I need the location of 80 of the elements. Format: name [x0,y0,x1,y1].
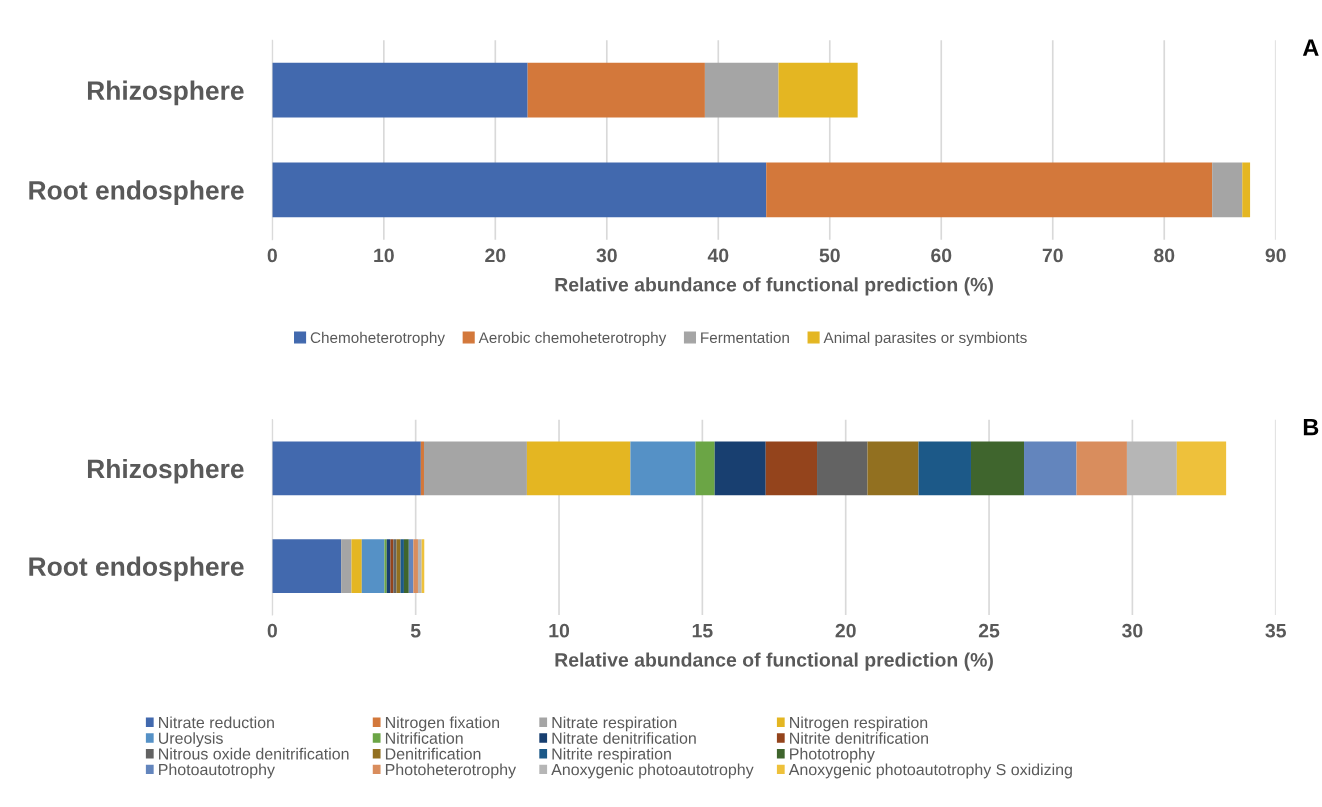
x-tick-label: 15 [692,623,713,638]
bar [272,441,421,496]
bar [867,441,919,496]
x-tick-label: 0 [267,248,277,263]
bar [765,441,818,496]
legend-label: Nitrate reduction [159,716,274,729]
bar [417,539,422,593]
bar [351,539,362,593]
x-tick-label: 5 [410,623,421,638]
bar [918,441,971,496]
legend-label: Denitrification [385,747,481,760]
legend-label: Anoxygenic photoautotrophy S oxidizing [788,763,1072,779]
y-tick-label: Root endosphere [29,556,244,582]
x-tick-label: 20 [485,248,506,263]
bar [403,539,409,593]
x-tick-label: 30 [596,248,617,263]
x-tick-label: 40 [707,248,729,263]
text: B [1303,418,1319,436]
bar [695,441,715,496]
x-tick-label: 10 [549,623,570,638]
bar [413,539,418,593]
bar [766,162,1213,218]
bar [1024,441,1077,496]
bar [704,62,779,118]
x-tick-label: 50 [819,248,840,263]
bar [1242,162,1251,218]
x-tick-label: 0 [267,623,277,638]
x-tick-label: 20 [835,623,856,638]
legend-label: Photoheterotrophy [385,763,517,779]
legend-label: Phototrophy [790,747,875,763]
x-axis-title: Relative abundance of functional prediction (%) [555,652,993,671]
bar [714,441,766,496]
bar [420,441,424,496]
bar [817,441,868,496]
x-tick-label: 10 [374,248,394,263]
legend-label: Nitrous oxide denitrification [159,747,349,760]
bar [778,62,858,118]
legend-label: Nitrate respiration [552,716,677,732]
bar [396,539,401,593]
x-tick-label: 25 [978,623,1000,638]
y-tick-label: Rhizosphere [87,80,244,106]
legend-label: Nitrite denitrification [790,732,928,744]
x-tick-label: 70 [1042,248,1063,263]
bar [526,441,631,496]
x-tick-label: 35 [1265,623,1286,638]
legend-label: Animal parasites or symbionts [823,331,1027,347]
legend-label: Nitrogen fixation [385,716,500,732]
bar [630,441,696,496]
legend-label: Anoxygenic photoautotrophy [551,763,754,779]
legend-label: Nitrite respiration [552,747,671,763]
x-axis-title: Relative abundance of functional prediction (%) [555,277,993,296]
bar [272,539,342,593]
y-tick-label: Root endosphere [29,180,244,205]
legend-label: Nitrate denitrification [552,732,696,744]
legend-label: Nitrification [385,732,463,744]
x-tick-label: 90 [1265,248,1286,263]
x-tick-label: 60 [931,248,952,263]
bar [970,441,1025,496]
bar [1126,441,1177,496]
bar [1212,162,1243,218]
bar [272,62,528,118]
x-tick-label: 30 [1122,623,1143,638]
bar [1076,441,1127,496]
text: A [1302,39,1319,56]
bar [1176,441,1227,496]
x-tick-label: 80 [1154,248,1175,263]
y-tick-label: Rhizosphere [87,458,244,484]
bar [527,62,705,118]
bar [341,539,352,593]
bar [423,441,527,496]
bar [400,539,404,593]
legend-label: Aerobic chemoheterotrophy [478,331,667,347]
legend-label: Fermentation [701,331,789,344]
legend-label: Chemoheterotrophy [310,331,445,347]
legend-label: Photoautotrophy [159,763,275,779]
legend-label: Nitrogen respiration [790,716,928,732]
bar [272,162,767,218]
legend-label: Ureolysis [158,732,223,748]
bar [361,539,385,593]
bar [384,539,387,593]
